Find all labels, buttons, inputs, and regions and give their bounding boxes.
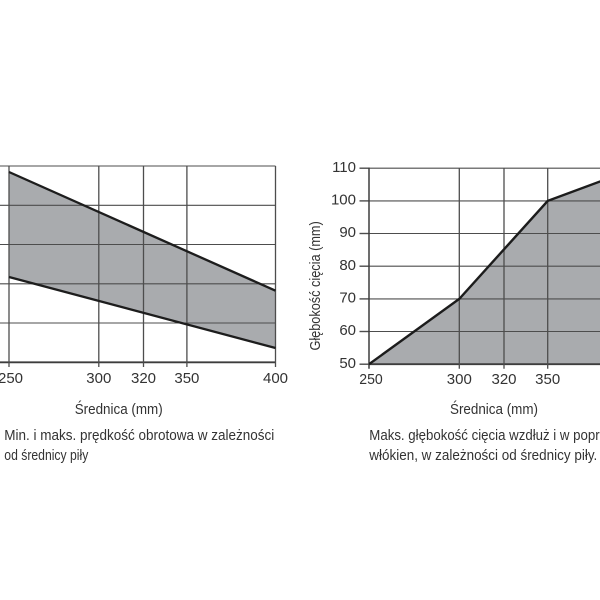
svg-text:włókien, w zależności od średn: włókien, w zależności od średnicy piły. — [368, 447, 597, 464]
svg-text:400: 400 — [263, 370, 288, 387]
svg-text:250: 250 — [0, 370, 23, 387]
svg-text:Min. i maks. prędkość obrotowa: Min. i maks. prędkość obrotowa w zależno… — [4, 427, 274, 444]
svg-text:Głębokość cięcia (mm): Głębokość cięcia (mm) — [307, 221, 324, 350]
svg-text:50: 50 — [339, 355, 356, 372]
svg-text:60: 60 — [339, 322, 356, 339]
svg-text:320: 320 — [131, 370, 156, 387]
svg-text:70: 70 — [339, 290, 356, 307]
svg-text:Maks. głębokość cięcia wzdłuż: Maks. głębokość cięcia wzdłuż i w poprze… — [369, 427, 600, 444]
svg-text:250: 250 — [359, 371, 383, 388]
svg-text:300: 300 — [447, 371, 472, 388]
svg-text:110: 110 — [332, 159, 356, 176]
svg-text:300: 300 — [86, 370, 111, 387]
svg-text:350: 350 — [174, 370, 199, 387]
svg-text:350: 350 — [535, 371, 560, 388]
svg-text:100: 100 — [331, 192, 356, 209]
svg-text:90: 90 — [339, 224, 356, 241]
svg-text:Średnica (mm): Średnica (mm) — [75, 400, 163, 418]
svg-text:80: 80 — [339, 257, 356, 274]
svg-text:od średnicy piły: od średnicy piły — [4, 447, 88, 464]
svg-text:Średnica (mm): Średnica (mm) — [450, 400, 538, 418]
svg-text:320: 320 — [491, 371, 516, 388]
